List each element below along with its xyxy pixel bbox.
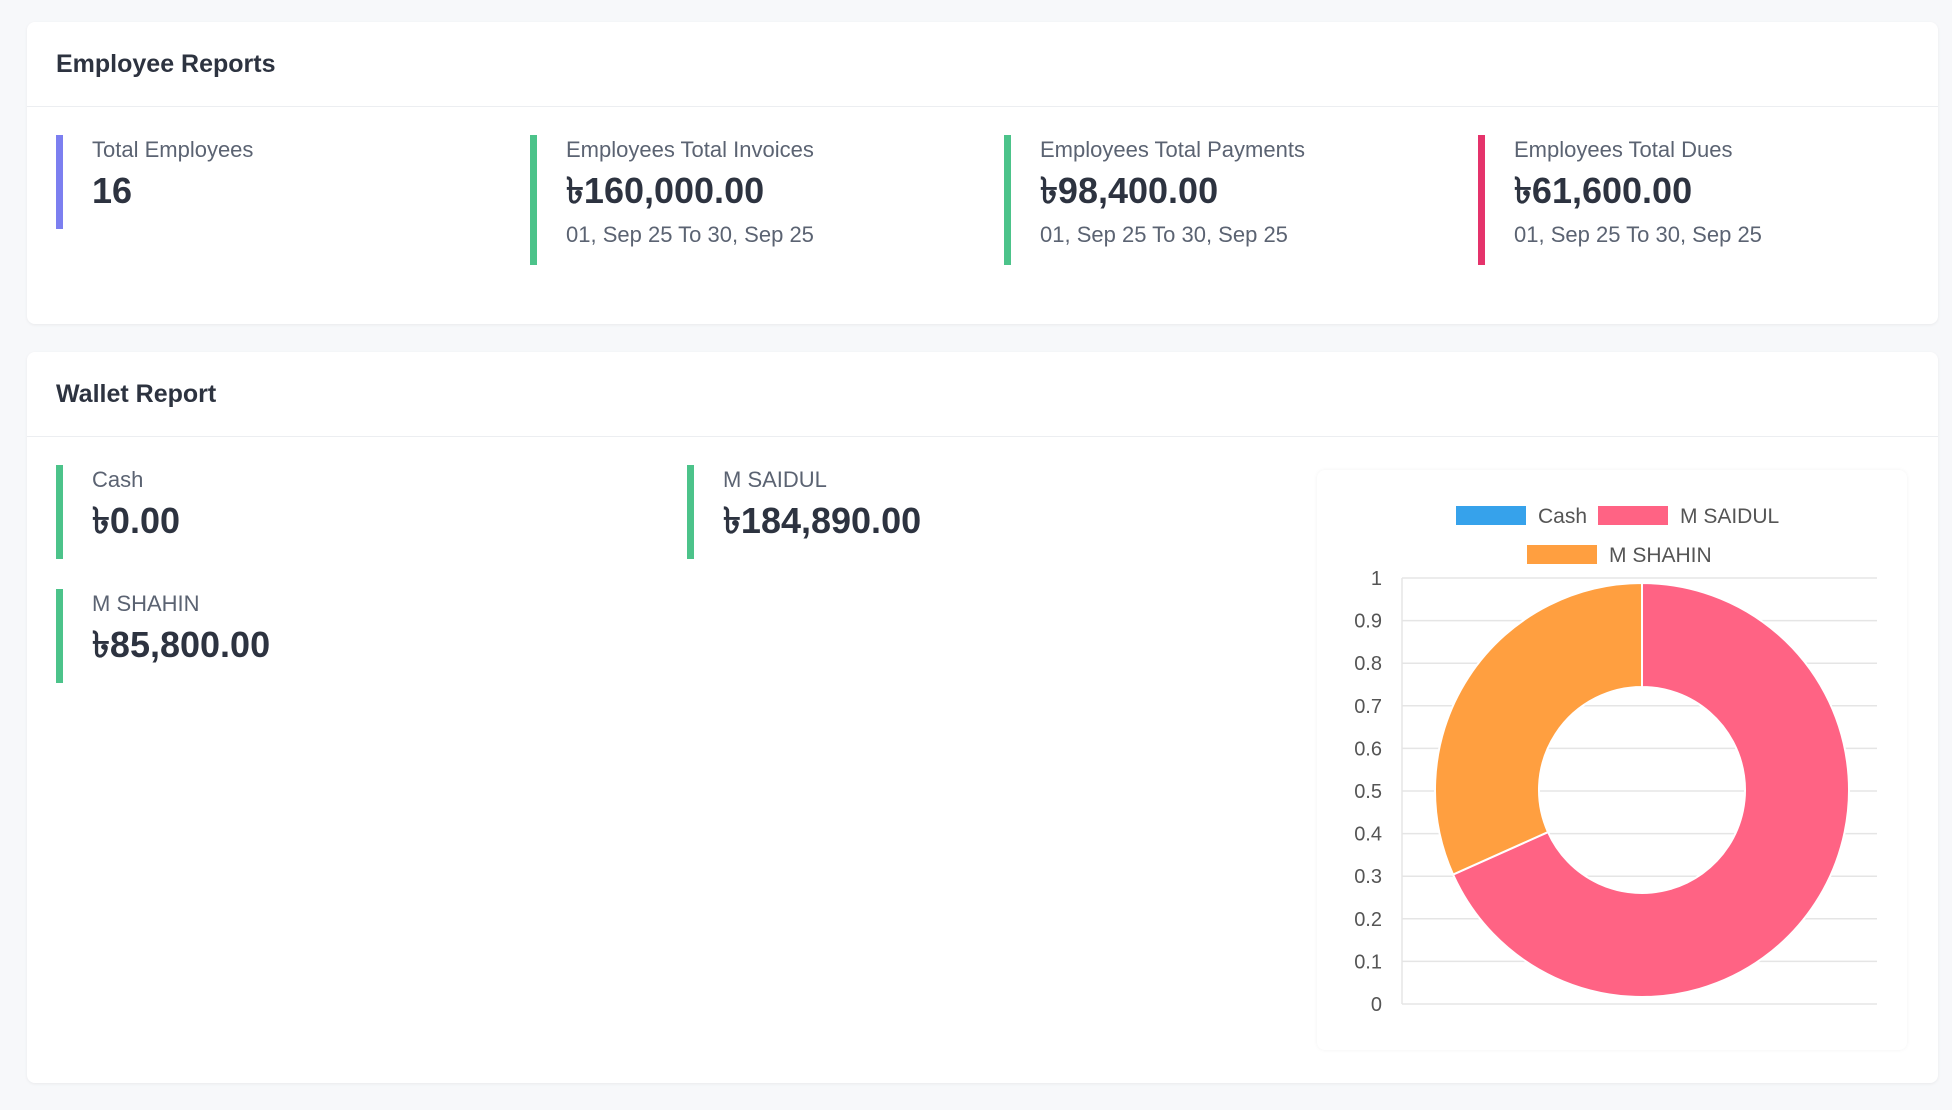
y-tick-label: 1 (1371, 568, 1382, 590)
employee-reports-title: Employee Reports (56, 49, 276, 78)
stat-total-dues: Employees Total Dues ৳61,600.00 01, Sep … (1478, 135, 1762, 265)
wallet-doughnut-chart: Cash M SAIDUL M SHAHIN 0 0.1 0.2 0.3 0.4 0.5 0.6… (1354, 505, 1877, 1016)
wallet-label: Cash (92, 467, 144, 492)
y-tick-label: 0.1 (1354, 951, 1382, 973)
wallet-report-title: Wallet Report (56, 379, 217, 408)
wallet-label: M SHAHIN (92, 591, 200, 616)
stat-label: Employees Total Dues (1514, 137, 1733, 162)
legend-item-cash[interactable]: Cash (1456, 505, 1587, 528)
slice-m-shahin[interactable] (1434, 581, 1643, 876)
y-tick-label: 0.6 (1354, 738, 1382, 760)
employee-reports-card: Employee Reports Total Employees 16 Empl… (27, 22, 1938, 324)
employee-reports-header: Employee Reports (27, 22, 1938, 107)
stat-value: ৳98,400.00 (1040, 170, 1219, 211)
y-tick-label: 0.5 (1354, 781, 1382, 803)
chart-y-axis: 0 0.1 0.2 0.3 0.4 0.5 0.6 0.7 0.8 0.9 1 (1354, 568, 1382, 1016)
stat-label: Employees Total Invoices (566, 137, 814, 162)
stat-date-range: 01, Sep 25 To 30, Sep 25 (566, 222, 814, 247)
legend-label: Cash (1538, 505, 1587, 528)
legend-label: M SHAHIN (1609, 544, 1712, 567)
y-tick-label: 0.8 (1354, 653, 1382, 675)
legend-item-m-saidul[interactable]: M SAIDUL (1598, 505, 1779, 528)
stat-label: Total Employees (92, 137, 254, 162)
legend-item-m-shahin[interactable]: M SHAHIN (1527, 544, 1712, 567)
wallet-m-shahin: M SHAHIN ৳85,800.00 (56, 589, 270, 683)
y-tick-label: 0 (1371, 994, 1382, 1016)
wallet-value: ৳0.00 (92, 500, 180, 541)
wallet-value: ৳85,800.00 (92, 624, 271, 665)
y-tick-label: 0.9 (1354, 611, 1382, 633)
stat-label: Employees Total Payments (1040, 137, 1305, 162)
wallet-chart-container: Cash M SAIDUL M SHAHIN 0 0.1 0.2 0.3 0.4 0.5 0.6… (1317, 470, 1907, 1050)
wallet-value: ৳184,890.00 (723, 500, 922, 541)
stat-date-range: 01, Sep 25 To 30, Sep 25 (1040, 222, 1288, 247)
y-tick-label: 0.4 (1354, 824, 1382, 846)
wallet-label: M SAIDUL (723, 467, 827, 492)
y-tick-label: 0.7 (1354, 696, 1382, 718)
chart-slices (1434, 581, 1850, 998)
stat-total-invoices: Employees Total Invoices ৳160,000.00 01,… (530, 135, 814, 265)
stat-total-payments: Employees Total Payments ৳98,400.00 01, … (1004, 135, 1305, 265)
chart-legend: Cash M SAIDUL M SHAHIN (1456, 505, 1779, 567)
legend-swatch (1598, 506, 1668, 525)
stat-value: 16 (92, 170, 133, 211)
legend-swatch (1527, 545, 1597, 564)
legend-label: M SAIDUL (1680, 505, 1779, 528)
y-tick-label: 0.3 (1354, 866, 1382, 888)
wallet-cash: Cash ৳0.00 (56, 465, 180, 559)
wallet-m-saidul: M SAIDUL ৳184,890.00 (687, 465, 921, 559)
stat-total-employees: Total Employees 16 (56, 135, 253, 229)
legend-swatch (1456, 506, 1526, 525)
stat-value: ৳61,600.00 (1514, 170, 1693, 211)
slice-m-saidul[interactable] (1451, 581, 1850, 998)
stat-date-range: 01, Sep 25 To 30, Sep 25 (1514, 222, 1762, 247)
wallet-report-header: Wallet Report (27, 352, 1938, 437)
y-tick-label: 0.2 (1354, 909, 1382, 931)
wallet-report-card: Wallet Report Cash ৳0.00 M SAIDUL ৳184,8… (27, 352, 1938, 1083)
stat-value: ৳160,000.00 (566, 170, 765, 211)
